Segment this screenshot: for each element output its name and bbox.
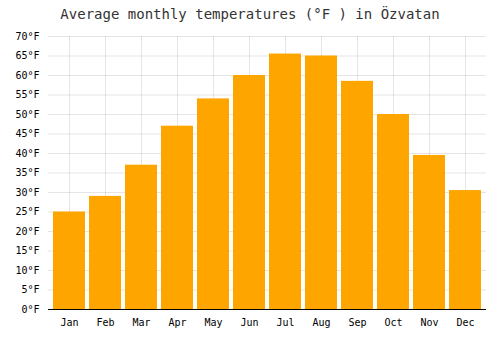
- svg-text:Dec: Dec: [456, 317, 474, 328]
- svg-text:Jan: Jan: [60, 317, 78, 328]
- svg-text:Jun: Jun: [240, 317, 258, 328]
- svg-text:55°F: 55°F: [15, 89, 39, 100]
- svg-text:Feb: Feb: [96, 317, 114, 328]
- svg-text:30°F: 30°F: [15, 187, 39, 198]
- svg-text:10°F: 10°F: [15, 265, 39, 276]
- html-text:Average monthly temperatures (: Average monthly temperatures (°F ) in Öz…: [60, 6, 440, 22]
- svg-text:60°F: 60°F: [15, 70, 39, 81]
- svg-text:Oct: Oct: [384, 317, 402, 328]
- svg-text:May: May: [204, 317, 222, 328]
- svg-text:Nov: Nov: [420, 317, 438, 328]
- svg-text:70°F: 70°F: [15, 31, 39, 42]
- svg-text:Sep: Sep: [348, 317, 366, 328]
- svg-text:25°F: 25°F: [15, 206, 39, 217]
- svg-text:Mar: Mar: [132, 317, 150, 328]
- svg-text:Jul: Jul: [276, 317, 294, 328]
- svg-text:Aug: Aug: [312, 317, 330, 328]
- svg-text:20°F: 20°F: [15, 226, 39, 237]
- svg-text:45°F: 45°F: [15, 128, 39, 139]
- svg-text:35°F: 35°F: [15, 167, 39, 178]
- svg-text:65°F: 65°F: [15, 50, 39, 61]
- svg-text:40°F: 40°F: [15, 148, 39, 159]
- svg-text:0°F: 0°F: [21, 304, 39, 315]
- svg-text:50°F: 50°F: [15, 109, 39, 120]
- svg-text:Apr: Apr: [168, 317, 186, 328]
- svg-text:5°F: 5°F: [21, 284, 39, 295]
- svg-text:15°F: 15°F: [15, 245, 39, 256]
